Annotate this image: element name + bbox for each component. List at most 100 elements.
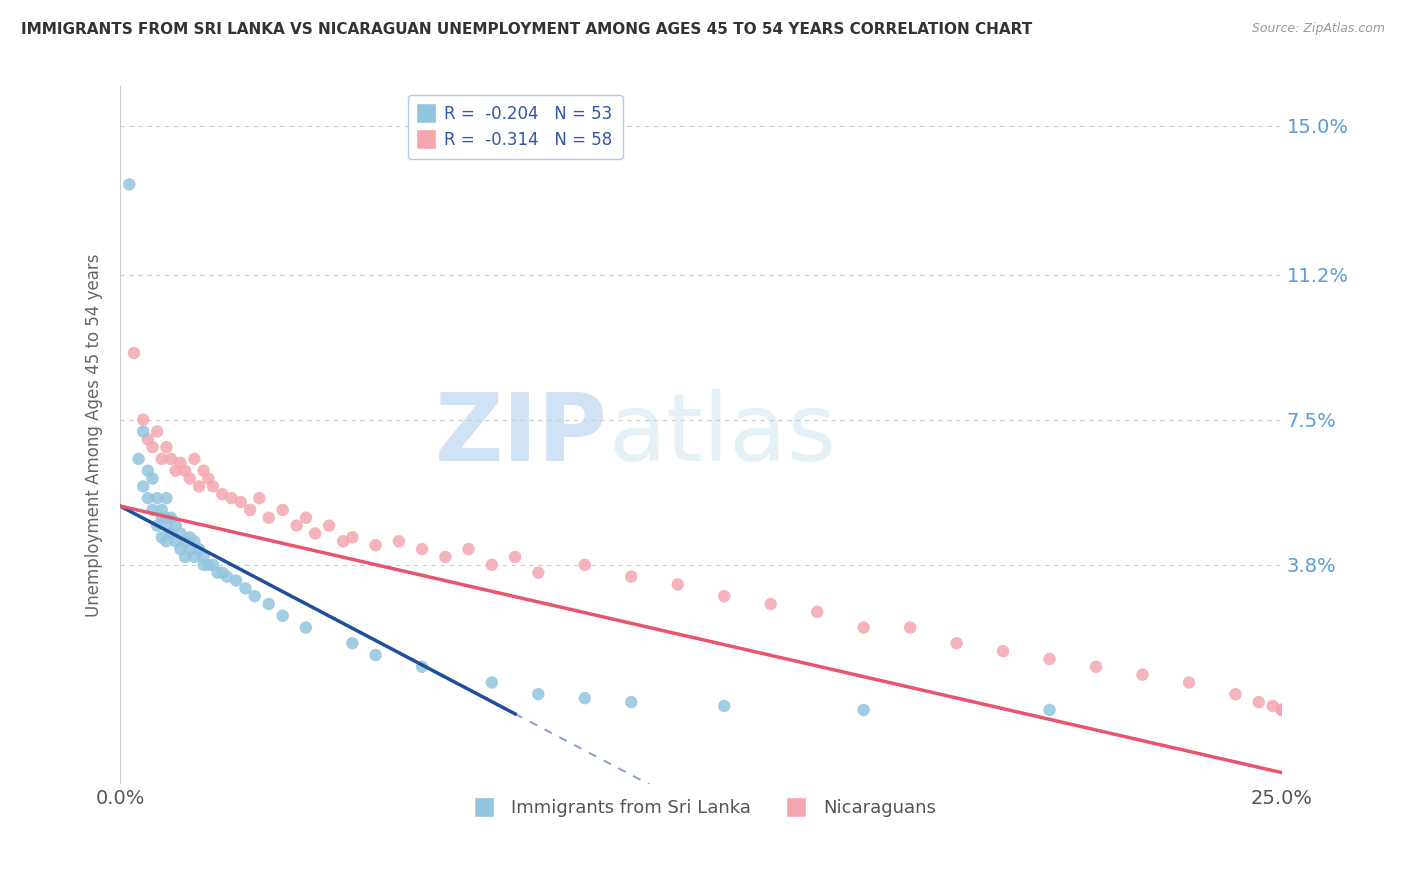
Point: [243, 589, 266, 603]
Point: [318, 518, 340, 533]
Point: [169, 526, 191, 541]
Point: [179, 471, 201, 485]
Point: [160, 451, 183, 466]
Point: [169, 542, 191, 557]
Point: [165, 518, 187, 533]
Point: [132, 425, 155, 439]
Point: [179, 542, 201, 557]
Point: [666, 577, 689, 591]
Point: [411, 542, 433, 557]
Point: [342, 636, 364, 650]
Point: [215, 569, 238, 583]
Point: [179, 530, 201, 544]
Point: [1085, 660, 1108, 674]
Point: [221, 491, 243, 505]
Point: [304, 526, 326, 541]
Point: [165, 464, 187, 478]
Point: [991, 644, 1014, 658]
Point: [271, 608, 294, 623]
Text: IMMIGRANTS FROM SRI LANKA VS NICARAGUAN UNEMPLOYMENT AMONG AGES 45 TO 54 YEARS C: IMMIGRANTS FROM SRI LANKA VS NICARAGUAN …: [21, 22, 1032, 37]
Point: [1178, 675, 1201, 690]
Point: [122, 346, 145, 360]
Point: [852, 703, 875, 717]
Point: [1271, 703, 1294, 717]
Point: [759, 597, 782, 611]
Point: [257, 510, 280, 524]
Point: [141, 440, 163, 454]
Point: [257, 597, 280, 611]
Point: [457, 542, 479, 557]
Point: [150, 503, 173, 517]
Point: [271, 503, 294, 517]
Point: [155, 510, 177, 524]
Y-axis label: Unemployment Among Ages 45 to 54 years: Unemployment Among Ages 45 to 54 years: [86, 253, 103, 617]
Point: [852, 621, 875, 635]
Point: [364, 648, 387, 662]
Point: [183, 451, 205, 466]
Point: [146, 491, 169, 505]
Point: [188, 542, 211, 557]
Point: [141, 471, 163, 485]
Point: [713, 698, 735, 713]
Point: [1247, 695, 1270, 709]
Point: [193, 558, 215, 572]
Point: [141, 503, 163, 517]
Point: [136, 491, 159, 505]
Point: [201, 479, 224, 493]
Point: [201, 558, 224, 572]
Legend: Immigrants from Sri Lanka, Nicaraguans: Immigrants from Sri Lanka, Nicaraguans: [458, 792, 943, 824]
Text: Source: ZipAtlas.com: Source: ZipAtlas.com: [1251, 22, 1385, 36]
Point: [411, 660, 433, 674]
Point: [1225, 687, 1247, 701]
Point: [1038, 703, 1060, 717]
Point: [155, 440, 177, 454]
Point: [364, 538, 387, 552]
Point: [118, 178, 141, 192]
Point: [207, 566, 229, 580]
Point: [150, 510, 173, 524]
Point: [146, 425, 169, 439]
Point: [434, 549, 457, 564]
Point: [1271, 703, 1294, 717]
Point: [183, 549, 205, 564]
Point: [620, 569, 643, 583]
Point: [235, 582, 257, 596]
Point: [136, 433, 159, 447]
Point: [388, 534, 411, 549]
Point: [193, 549, 215, 564]
Point: [211, 487, 233, 501]
Point: [332, 534, 354, 549]
Point: [239, 503, 262, 517]
Point: [229, 495, 252, 509]
Point: [188, 479, 211, 493]
Point: [1132, 667, 1154, 681]
Point: [481, 558, 503, 572]
Point: [150, 530, 173, 544]
Point: [197, 558, 219, 572]
Point: [503, 549, 526, 564]
Point: [160, 526, 183, 541]
Point: [342, 530, 364, 544]
Point: [132, 413, 155, 427]
Point: [211, 566, 233, 580]
Point: [898, 621, 921, 635]
Text: ZIP: ZIP: [434, 390, 607, 482]
Point: [150, 451, 173, 466]
Point: [806, 605, 828, 619]
Point: [155, 491, 177, 505]
Point: [285, 518, 308, 533]
Text: atlas: atlas: [607, 390, 837, 482]
Point: [169, 456, 191, 470]
Point: [174, 549, 197, 564]
Point: [183, 534, 205, 549]
Point: [165, 534, 187, 549]
Point: [132, 479, 155, 493]
Point: [193, 464, 215, 478]
Point: [295, 510, 318, 524]
Point: [1271, 703, 1294, 717]
Point: [713, 589, 735, 603]
Point: [136, 464, 159, 478]
Point: [527, 687, 550, 701]
Point: [574, 691, 596, 706]
Point: [527, 566, 550, 580]
